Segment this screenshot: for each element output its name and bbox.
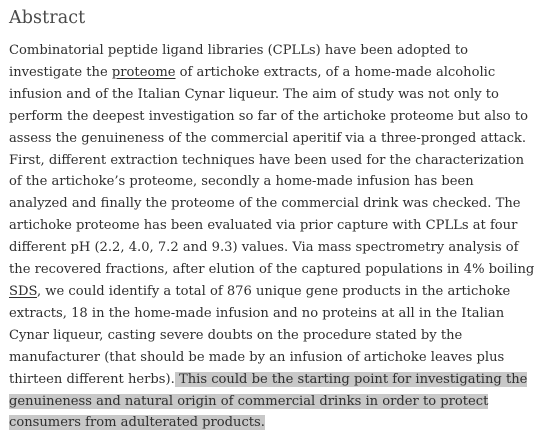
abstract-text: Combinatorial peptide ligand libraries (… <box>9 40 535 434</box>
abstract-text-segment: Combinatorial peptide ligand libraries (… <box>9 43 469 80</box>
abstract-heading: Abstract <box>9 8 86 28</box>
abstract-text-segment: , we could identify a total of 876 uniqu… <box>9 283 511 387</box>
sds-link[interactable]: SDS <box>9 283 37 299</box>
abstract-text-segment: of artichoke extracts, of a home-made al… <box>9 64 535 278</box>
abstract-section: Abstract Combinatorial peptide ligand li… <box>9 6 535 434</box>
proteome-link[interactable]: proteome <box>111 64 176 80</box>
